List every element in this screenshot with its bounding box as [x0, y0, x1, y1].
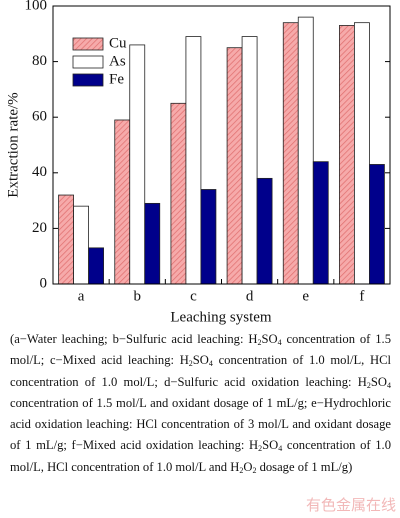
x-tick-label: f	[359, 288, 364, 304]
legend-label: Fe	[109, 71, 124, 87]
legend-label: Cu	[109, 35, 127, 51]
caption-sub: 2	[366, 380, 371, 390]
caption-text: SO	[192, 353, 209, 368]
caption-text: concentration of 1.0 mol/L, HCl concentr…	[10, 353, 391, 389]
caption-text: O	[243, 459, 253, 474]
x-tick-label: c	[190, 288, 197, 304]
caption-text: SO	[370, 374, 387, 389]
y-axis-title: Extraction rate/%	[5, 92, 21, 197]
caption-text: concentration of 1.0 mol/L, HCl concentr…	[10, 438, 391, 474]
legend-label: As	[109, 53, 126, 69]
bar	[114, 119, 131, 285]
caption-sub: 4	[278, 444, 283, 454]
plot-frame	[52, 5, 391, 285]
bar	[256, 177, 273, 285]
chart: Extraction rate/% Leaching system 0 20 40 6…	[5, 0, 391, 325]
x-tick-label: b	[134, 288, 142, 304]
caption-sub: 4	[277, 338, 282, 347]
caption-text: dosage of 1 mL/g)	[256, 459, 353, 474]
caption-sub: 4	[387, 380, 391, 390]
x-tick-label: e	[302, 288, 309, 304]
bar	[58, 194, 74, 285]
bar	[73, 205, 89, 285]
bar	[241, 36, 258, 285]
bar	[226, 47, 243, 285]
caption-sub: 2	[239, 465, 244, 475]
y-tick-label: 20	[32, 220, 47, 236]
bar	[88, 247, 104, 285]
caption-text: (a−Water leaching; b−Sulfuric acid leach…	[10, 332, 258, 346]
bar	[200, 189, 217, 285]
caption-text: concentration of 1.5 mol/L and oxidant d…	[10, 395, 391, 453]
y-tick-label: 100	[25, 0, 48, 13]
bar	[170, 102, 187, 285]
bar	[185, 36, 202, 285]
caption-sub: 2	[188, 359, 193, 369]
y-tick-label: 0	[40, 275, 48, 291]
legend-swatch	[72, 55, 104, 69]
bar	[369, 164, 385, 285]
bar	[312, 161, 329, 285]
caption-sub: 2	[257, 338, 262, 347]
caption-text: concentration of 1.5 mol/L; c−Mixed acid…	[10, 332, 392, 368]
bar	[144, 202, 161, 285]
caption-text: SO	[261, 332, 278, 346]
x-tick-label: a	[78, 288, 85, 304]
legend-swatch	[72, 37, 104, 51]
bar	[339, 25, 355, 285]
y-tick-label: 60	[32, 109, 47, 125]
watermark: 有色金属在线	[305, 496, 396, 514]
bar	[282, 22, 299, 285]
caption-text: SO	[262, 438, 279, 453]
y-tick-label: 40	[32, 164, 47, 180]
bar	[129, 44, 146, 285]
x-tick-label: d	[246, 288, 254, 304]
y-tick-label: 80	[32, 53, 47, 69]
caption-sub: 2	[258, 444, 263, 454]
legend-swatch	[72, 73, 104, 87]
x-axis-title: Leaching system	[170, 309, 272, 325]
caption: (a−Water leaching; b−Sulfuric acid leach…	[10, 329, 391, 478]
bar	[354, 22, 370, 285]
caption-sub: 4	[208, 359, 213, 369]
caption-sub: 2	[252, 465, 257, 475]
bar	[297, 16, 314, 285]
